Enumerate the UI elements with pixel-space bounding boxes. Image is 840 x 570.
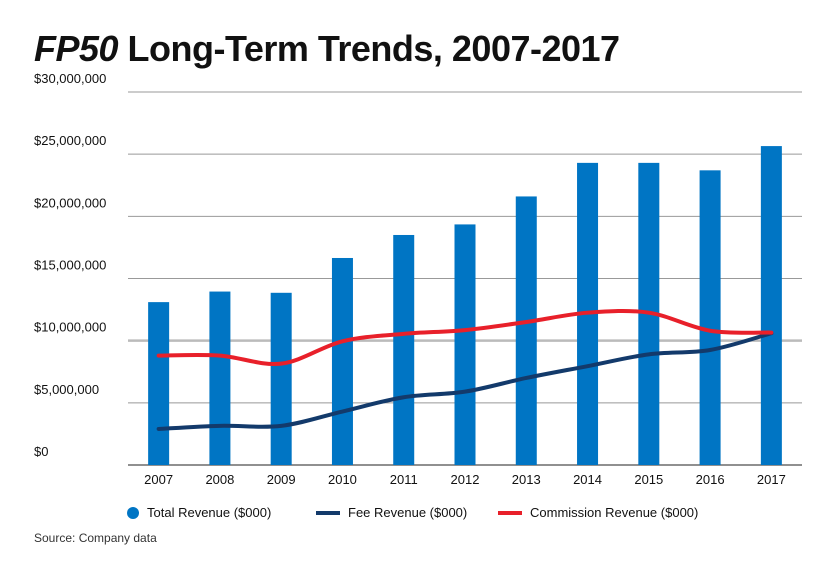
x-tick-label: 2012	[451, 472, 480, 487]
legend-item-fee: Fee Revenue ($000)	[316, 505, 467, 520]
legend-total-swatch	[127, 506, 139, 519]
bars	[148, 146, 782, 465]
x-tick-label: 2010	[328, 472, 357, 487]
y-tick-label: $30,000,000	[34, 71, 106, 86]
bar-total-revenue	[760, 146, 782, 465]
x-tick-label: 2014	[573, 472, 602, 487]
x-tick-label: 2007	[144, 472, 173, 487]
x-tick-label: 2017	[757, 472, 786, 487]
legend-fee-swatch	[316, 510, 340, 515]
legend-item-total: Total Revenue ($000)	[127, 505, 271, 520]
y-tick-label: $15,000,000	[34, 258, 106, 273]
y-tick-label: $25,000,000	[34, 133, 106, 148]
y-axis-labels: $0 $5,000,000 $10,000,000 $15,000,000 $20,00…	[34, 71, 106, 459]
chart-title: FP50 Long-Term Trends, 2007-2017	[34, 28, 620, 70]
bar-total-revenue	[454, 224, 476, 465]
x-tick-label: 2015	[634, 472, 663, 487]
legend-fee-label: Fee Revenue ($000)	[348, 505, 468, 520]
legend: Total Revenue ($000) Fee Revenue ($000) …	[0, 505, 840, 529]
bar-total-revenue	[209, 291, 231, 465]
bar-total-revenue	[515, 196, 537, 465]
legend-commission-swatch	[498, 510, 522, 515]
legend-total-label: Total Revenue ($000)	[147, 505, 272, 520]
title-italic: FP50	[34, 28, 119, 69]
line-commission-revenue	[156, 308, 774, 367]
x-tick-label: 2013	[512, 472, 541, 487]
y-tick-label: $0	[34, 444, 48, 459]
title-rest: Long-Term Trends, 2007-2017	[118, 28, 621, 69]
bar-total-revenue	[699, 170, 721, 465]
legend-commission-label: Commission Revenue ($000)	[530, 505, 699, 520]
lines	[156, 308, 774, 431]
x-axis-labels: 2007 2008 2009 2010 2011 2012 2013 2014 2015 2016…	[144, 472, 786, 487]
x-tick-label: 2011	[390, 472, 418, 487]
line-fee-revenue	[156, 331, 774, 431]
x-tick-label: 2009	[267, 472, 296, 487]
bar-total-revenue	[270, 292, 292, 465]
bar-total-revenue	[148, 302, 170, 465]
y-tick-label: $10,000,000	[34, 320, 106, 335]
x-tick-label: 2008	[205, 472, 234, 487]
y-tick-label: $20,000,000	[34, 195, 106, 210]
bar-total-revenue	[393, 234, 415, 465]
source-note: Source: Company data	[34, 531, 157, 545]
y-tick-label: $5,000,000	[34, 382, 99, 397]
legend-item-commission: Commission Revenue ($000)	[498, 505, 698, 520]
bar-total-revenue	[331, 257, 353, 465]
chart-plot: $0 $5,000,000 $10,000,000 $15,000,000 $20,00…	[34, 71, 802, 487]
x-tick-label: 2016	[696, 472, 725, 487]
